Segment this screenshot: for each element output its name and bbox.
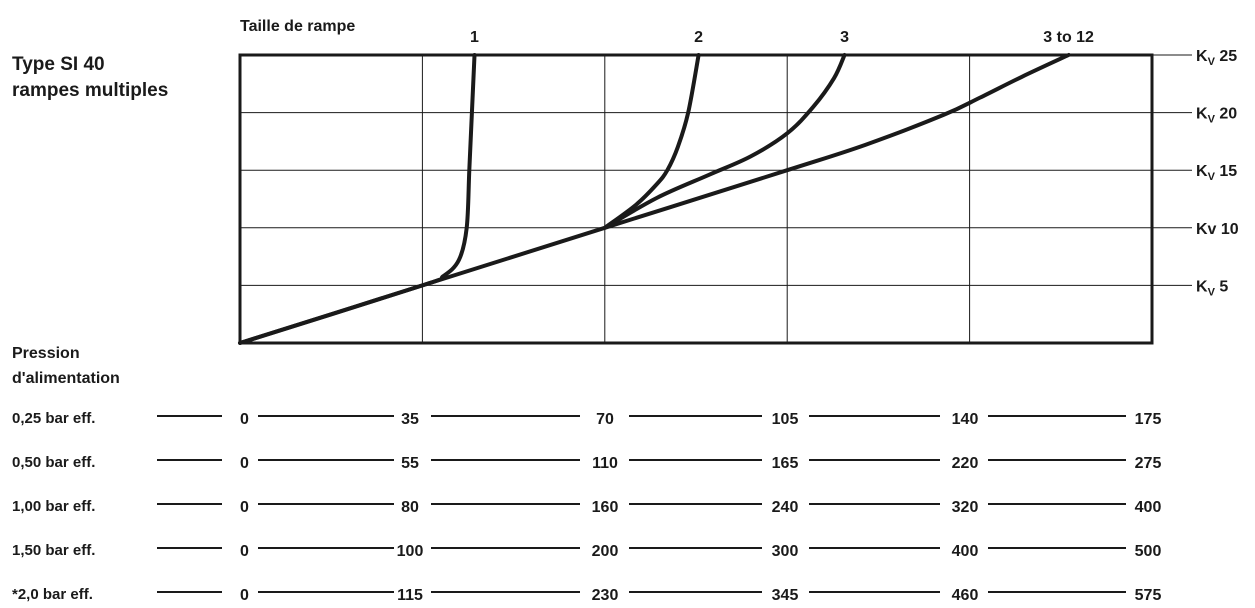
pressure-tick-2-0: 0 <box>240 499 249 516</box>
curve-2 <box>602 53 701 230</box>
curve-label-0: 1 <box>470 29 479 46</box>
grid <box>238 53 1154 345</box>
labels: KV 25 KV 20 KV 15 Kv 10 KV 5 1 2 3 3 to 12 <box>470 29 1239 298</box>
pressure-tick-3-5: 500 <box>1135 543 1162 560</box>
pressure-tick-0-5: 175 <box>1135 411 1162 428</box>
pressure-tick-2-3: 240 <box>772 499 799 516</box>
pressure-label-4: *2,0 bar eff. <box>12 586 93 603</box>
kv-label-4: KV 5 <box>1196 278 1228 298</box>
pressure-tick-4-0: 0 <box>240 587 249 604</box>
pressure-tick-1-2: 110 <box>592 455 618 472</box>
kv-label-0: KV 25 <box>1196 48 1237 68</box>
pressure-tick-1-4: 220 <box>952 455 979 472</box>
pressure-tick-0-0: 0 <box>240 411 249 428</box>
pressure-tick-4-1: 115 <box>397 587 423 604</box>
curve-label-3: 3 to 12 <box>1043 29 1094 46</box>
pressure-tick-1-3: 165 <box>772 455 799 472</box>
pressure-label-1: 0,50 bar eff. <box>12 454 95 471</box>
pressure-tick-2-1: 80 <box>401 499 419 516</box>
pressure-tick-2-2: 160 <box>592 499 619 516</box>
pressure-label-2: 1,00 bar eff. <box>12 498 95 515</box>
pressure-tick-0-1: 35 <box>401 411 419 428</box>
curve-label-2: 3 <box>840 29 849 46</box>
curve-3-to-12 <box>238 53 1071 345</box>
pressure-scales: 0,25 bar eff. 0 35 70 105 140 175 0,50 bar eff.… <box>12 410 1161 604</box>
pressure-tick-0-2: 70 <box>596 411 614 428</box>
chart-title-line-2: rampes multiples <box>12 80 168 101</box>
pressure-tick-1-5: 275 <box>1135 455 1162 472</box>
plot-frame <box>238 53 1154 345</box>
kv-label-2: KV 15 <box>1196 163 1237 183</box>
chart-title-line-1: Type SI 40 <box>12 54 105 75</box>
pressure-tick-1-0: 0 <box>240 455 249 472</box>
pressure-label-3: 1,50 bar eff. <box>12 542 95 559</box>
pressure-tick-2-5: 400 <box>1135 499 1162 516</box>
pressure-tick-4-5: 575 <box>1135 587 1162 604</box>
kv-label-1: KV 20 <box>1196 106 1237 126</box>
pressure-tick-1-1: 55 <box>401 455 419 472</box>
pressure-label-0: 0,25 bar eff. <box>12 410 95 427</box>
pressure-tick-4-3: 345 <box>772 587 799 604</box>
curve-1 <box>238 53 477 345</box>
pressure-tick-0-4: 140 <box>952 411 979 428</box>
pressure-title-line-1: Pression <box>12 345 80 362</box>
kv-label-3: Kv 10 <box>1196 221 1239 238</box>
curve-label-1: 2 <box>694 29 703 46</box>
pressure-tick-3-2: 200 <box>592 543 619 560</box>
pressure-tick-2-4: 320 <box>952 499 979 516</box>
top-axis-title: Taille de rampe <box>240 18 355 35</box>
pressure-tick-4-4: 460 <box>952 587 979 604</box>
pressure-tick-3-0: 0 <box>240 543 249 560</box>
pressure-tick-3-3: 300 <box>772 543 799 560</box>
pressure-tick-0-3: 105 <box>772 411 799 428</box>
pressure-tick-3-4: 400 <box>952 543 979 560</box>
pressure-tick-3-1: 100 <box>397 543 424 560</box>
pressure-tick-4-2: 230 <box>592 587 619 604</box>
pressure-title-line-2: d'alimentation <box>12 370 120 387</box>
curve-3 <box>602 53 847 230</box>
curves <box>238 53 1071 345</box>
